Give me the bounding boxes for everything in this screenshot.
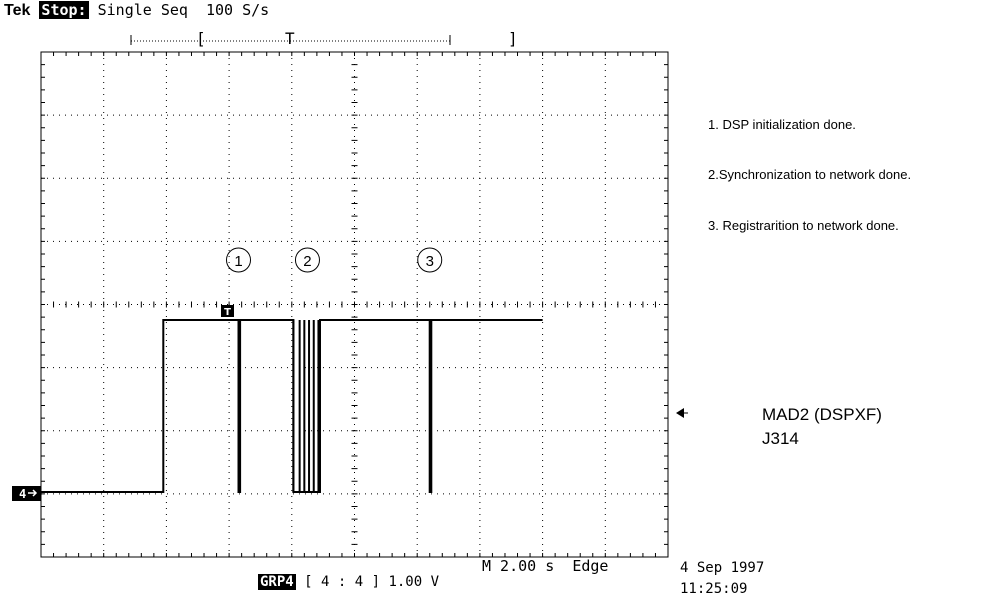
probe-label: MAD2 (DSPXF): [762, 405, 882, 424]
trigger-level-arrow-icon: [676, 408, 684, 418]
graticule-ticks: [40, 51, 669, 558]
channel-readout: GRP4 [ 4 : 4 ] 1.00 V: [258, 574, 439, 590]
channel-number: 4: [19, 487, 26, 501]
timebase-value: M 2.00 s: [482, 557, 555, 575]
status-bar: Tek Stop: Single Seq 100 S/s: [4, 1, 269, 20]
record-trigger-marker: T: [285, 29, 295, 48]
note-2: 2.Synchronization to network done.: [708, 167, 912, 182]
marker-label: 1: [234, 253, 242, 270]
acquisition-mode: Single Seq: [97, 1, 188, 19]
trigger-type: Edge: [572, 557, 609, 575]
note-3: 3. Registrarition to network done.: [708, 218, 899, 233]
volts-per-div: 1.00 V: [388, 574, 440, 590]
channel-marker: 4: [12, 486, 41, 501]
acquisition-state-badge: Stop:: [39, 1, 89, 19]
event-marker-3: 3: [417, 247, 443, 273]
record-bar: [ T ]: [130, 29, 518, 48]
arrow-right-icon: [28, 489, 38, 497]
sample-rate: 100 S/s: [205, 1, 270, 19]
marker-circle: [294, 247, 320, 273]
brand-label: Tek: [4, 2, 31, 19]
datetime-stamp: 4 Sep 1997 11:25:09: [680, 558, 764, 600]
capture-time: 11:25:09: [680, 581, 748, 597]
event-marker-2: 2: [294, 247, 320, 273]
capture-date: 4 Sep 1997: [680, 560, 765, 576]
note-1: 1. DSP initialization done.: [708, 117, 856, 132]
timebase-readout: M 2.00 s Edge: [482, 557, 608, 575]
bit-range: [ 4 : 4 ]: [304, 574, 381, 590]
channel-tag: GRP4: [258, 574, 296, 590]
record-right-bracket: ]: [508, 29, 518, 48]
marker-label: 2: [303, 253, 311, 270]
marker-label: 3: [426, 253, 434, 270]
record-left-bracket: [: [196, 29, 206, 48]
event-marker-1: 1: [226, 247, 252, 273]
trigger-point-marker: T: [221, 305, 234, 318]
event-markers: 1 2 3: [226, 247, 443, 273]
trigger-point-label: T: [224, 307, 231, 318]
marker-circle: [417, 247, 443, 273]
connector-label: J314: [762, 429, 799, 448]
marker-circle: [226, 247, 252, 273]
